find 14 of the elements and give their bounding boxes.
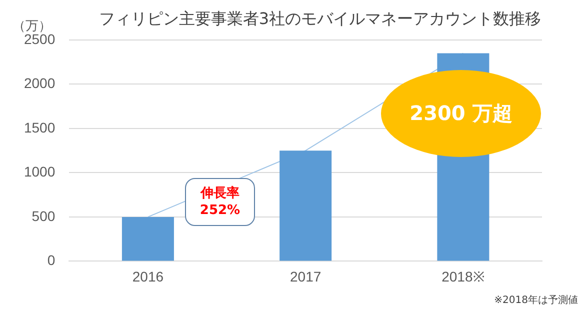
x-tick-label: 2018※ <box>442 268 485 284</box>
y-tick-label: 2000 <box>24 75 56 92</box>
chart-title: フィリピン主要事業者3社のモバイルマネーアカウント数推移 <box>98 9 542 28</box>
text: ※2018年は予測値 <box>494 294 578 306</box>
x-tick-label: 2016 <box>132 268 164 284</box>
y-tick-label: 1500 <box>24 119 56 136</box>
bar <box>122 216 174 261</box>
bar <box>280 150 332 261</box>
x-tick-label: 2017 <box>290 268 322 284</box>
y-tick-label: 0 <box>47 252 56 268</box>
y-tick-label: 500 <box>32 208 56 224</box>
y-tick-label: 1000 <box>24 164 56 180</box>
rounded-callout-box: 伸長率 252% <box>185 178 255 226</box>
oval-callout: 2300 万超 <box>381 70 541 157</box>
